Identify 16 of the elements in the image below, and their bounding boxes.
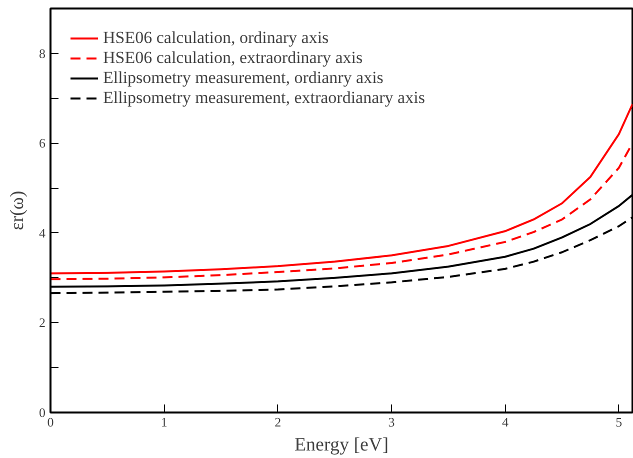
legend-label: Ellipsometry measurement, ordianry axis [103, 68, 384, 88]
y-tick-label: 8 [39, 46, 46, 61]
x-axis-title: Energy [eV] [294, 434, 389, 456]
y-axis-title: εr(ω) [7, 190, 28, 230]
x-tick-label: 4 [502, 414, 509, 430]
legend-label: Ellipsometry measurement, extraordianary axis [103, 88, 425, 108]
y-tick-label: 4 [39, 225, 46, 240]
x-tick-label: 2 [274, 414, 282, 430]
x-tick-label: 1 [160, 414, 168, 430]
legend-label: HSE06 calculation, extraordinary axis [103, 48, 363, 68]
x-tick-label: 5 [616, 414, 622, 430]
y-tick-label: 0 [39, 405, 46, 420]
y-tick-label: 6 [39, 136, 46, 151]
y-tick-label: 2 [39, 315, 46, 330]
x-tick-label: 3 [388, 414, 395, 430]
legend-label: HSE06 calculation, ordinary axis [103, 28, 329, 48]
